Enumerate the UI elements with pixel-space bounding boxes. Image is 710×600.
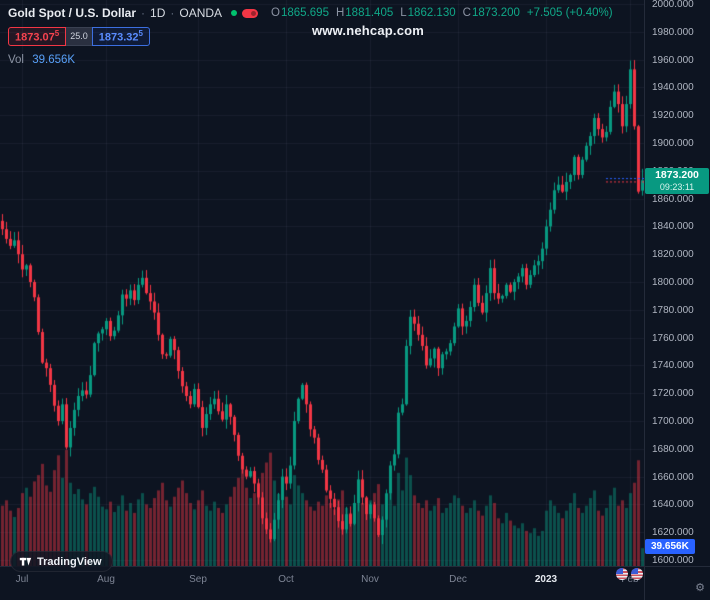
low-label: L (400, 7, 407, 19)
bar-countdown: 09:23:11 (659, 182, 695, 193)
price-axis-label: 1800.000 (652, 277, 694, 288)
time-axis-label: Nov (361, 574, 379, 585)
low-value: 1862.130 (407, 7, 456, 19)
price-axis-label: 1640.000 (652, 499, 694, 511)
ohlc-values: O1865.695 H1881.405 L1862.130 C1873.200 … (271, 7, 613, 19)
sell-price-fraction: 5 (54, 29, 60, 38)
price-axis[interactable]: 2000.000 1980.000 1960.000 1940.000 1920.000… (644, 0, 710, 600)
candlestick-chart[interactable] (0, 0, 644, 566)
high-value: 1881.405 (345, 7, 394, 19)
close-label: C (462, 7, 471, 19)
price-axis-label: 1700.000 (652, 416, 694, 427)
price-axis-label: 1920.000 (652, 110, 694, 122)
time-axis-label: Feb (621, 574, 639, 585)
time-axis-label: 2023 (534, 574, 558, 585)
last-price-value: 1873.200 (655, 169, 699, 182)
change-value: +7.505 (+0.40%) (526, 7, 613, 19)
time-axis-label: Oct (278, 574, 294, 585)
price-axis-label: 1780.000 (652, 304, 694, 316)
buy-button[interactable]: 1873.325 (91, 27, 150, 46)
price-axis-label: 1740.000 (652, 360, 694, 372)
market-status-icon (231, 10, 238, 16)
spread-value: 25.0 (66, 27, 92, 46)
time-axis-label: Sep (189, 574, 207, 585)
time-axis-label: Aug (97, 574, 115, 585)
open-value: 1865.695 (281, 7, 329, 19)
sell-button[interactable]: 1873.075 (8, 27, 67, 46)
price-axis-label: 1960.000 (652, 54, 694, 66)
price-axis-label: 1840.000 (652, 221, 694, 233)
tradingview-logo[interactable]: TradingView (10, 551, 113, 572)
open-label: O (271, 7, 280, 19)
buy-price-fraction: 5 (138, 29, 143, 38)
interval-label[interactable]: 1D (150, 6, 166, 20)
quote-panel: 1873.075 25.0 1873.325 (8, 27, 150, 46)
price-axis-label: 1760.000 (652, 332, 694, 344)
legend: Gold Spot / U.S. Dollar · 1D · OANDA O18… (8, 6, 613, 66)
time-axis-label: Dec (449, 574, 467, 585)
price-axis-label: 1600.000 (652, 555, 694, 566)
price-axis-label: 2000.000 (652, 0, 694, 10)
separator-dot: · (170, 6, 175, 20)
last-price-badge: 1873.200 09:23:11 (645, 168, 709, 195)
tradingview-logo-icon (19, 557, 32, 566)
separator-dot: · (141, 6, 146, 20)
volume-label: Vol (8, 53, 24, 66)
watermark: www.nehcap.com (311, 23, 425, 38)
symbol-title[interactable]: Gold Spot / U.S. Dollar (8, 6, 137, 20)
high-label: H (335, 7, 345, 19)
us-flag-icon[interactable] (631, 568, 643, 580)
volume-badge: 39.656K (645, 539, 695, 555)
price-axis-label: 1620.000 (652, 527, 694, 539)
close-value: 1873.200 (471, 7, 520, 19)
volume-row: Vol 39.656K (8, 54, 613, 66)
price-axis-label: 1680.000 (652, 443, 694, 455)
tradingview-logo-label: TradingView (37, 555, 102, 568)
time-axis[interactable]: Jul Aug Sep Oct Nov Dec 2023 Feb (0, 566, 710, 600)
us-flag-icon[interactable] (616, 568, 628, 580)
price-axis-label: 1980.000 (652, 26, 694, 38)
price-axis-label: 1940.000 (652, 82, 694, 94)
price-axis-label: 1720.000 (652, 388, 694, 400)
price-axis-label: 1820.000 (652, 249, 694, 261)
price-axis-label: 1660.000 (652, 471, 694, 483)
axis-settings-gear-icon[interactable]: ⚙ (695, 582, 705, 594)
price-axis-label: 1900.000 (652, 138, 694, 149)
exchange-label[interactable]: OANDA (179, 6, 223, 20)
time-axis-label: Jul (15, 574, 29, 585)
symbol-row: Gold Spot / U.S. Dollar · 1D · OANDA O18… (8, 6, 613, 20)
buy-sell-toggle-icon[interactable] (242, 8, 259, 18)
price-axis-label: 1860.000 (652, 193, 694, 205)
volume-value: 39.656K (32, 53, 76, 66)
